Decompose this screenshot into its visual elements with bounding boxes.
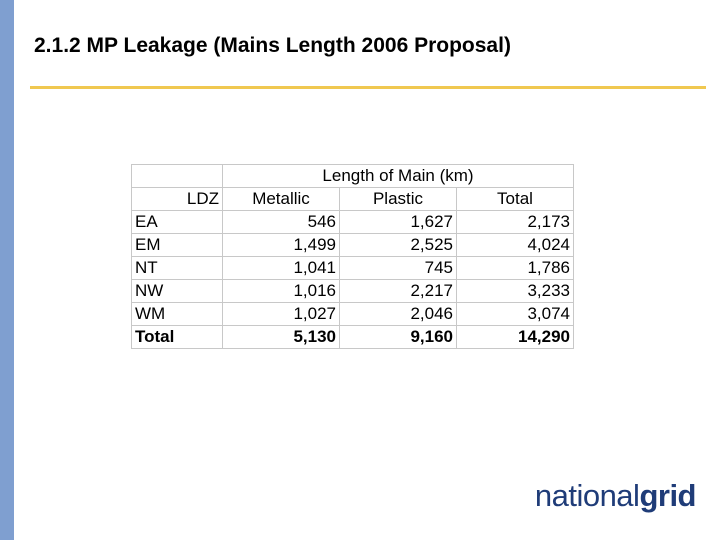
table-row: NW 1,016 2,217 3,233 (131, 279, 574, 303)
cell-total: 3,233 (456, 279, 574, 303)
cell-ldz: NT (131, 256, 223, 280)
header-empty-cell (131, 164, 223, 188)
table-subheader-row: LDZ Metallic Plastic Total (131, 187, 574, 211)
cell-metallic: 1,041 (222, 256, 340, 280)
left-accent-bar (0, 0, 14, 540)
cell-metallic: 1,016 (222, 279, 340, 303)
cell-plastic: 2,046 (339, 302, 457, 326)
table-total-row: Total 5,130 9,160 14,290 (131, 325, 574, 349)
cell-total: 3,074 (456, 302, 574, 326)
cell-total: 1,786 (456, 256, 574, 280)
mains-length-table: Length of Main (km) LDZ Metallic Plastic… (131, 164, 574, 349)
cell-metallic-total: 5,130 (222, 325, 340, 349)
cell-ldz-total: Total (131, 325, 223, 349)
cell-metallic: 1,027 (222, 302, 340, 326)
header-metallic: Metallic (222, 187, 340, 211)
header-ldz: LDZ (131, 187, 223, 211)
cell-metallic: 546 (222, 210, 340, 234)
cell-metallic: 1,499 (222, 233, 340, 257)
cell-total-total: 14,290 (456, 325, 574, 349)
group-header: Length of Main (km) (222, 164, 574, 188)
header-plastic: Plastic (339, 187, 457, 211)
table-row: NT 1,041 745 1,786 (131, 256, 574, 280)
logo-text-grid: grid (639, 478, 696, 513)
title-underline (30, 86, 706, 89)
cell-plastic: 1,627 (339, 210, 457, 234)
cell-plastic: 745 (339, 256, 457, 280)
table-row: EM 1,499 2,525 4,024 (131, 233, 574, 257)
cell-plastic-total: 9,160 (339, 325, 457, 349)
table-header-row: Length of Main (km) (131, 164, 574, 188)
cell-ldz: NW (131, 279, 223, 303)
cell-ldz: EM (131, 233, 223, 257)
header-total: Total (456, 187, 574, 211)
table-row: EA 546 1,627 2,173 (131, 210, 574, 234)
page-title: 2.1.2 MP Leakage (Mains Length 2006 Prop… (34, 34, 511, 57)
table-row: WM 1,027 2,046 3,074 (131, 302, 574, 326)
cell-total: 2,173 (456, 210, 574, 234)
cell-ldz: EA (131, 210, 223, 234)
national-grid-logo: nationalgrid (534, 478, 697, 514)
cell-total: 4,024 (456, 233, 574, 257)
cell-plastic: 2,525 (339, 233, 457, 257)
cell-plastic: 2,217 (339, 279, 457, 303)
cell-ldz: WM (131, 302, 223, 326)
logo-text-national: national (534, 478, 640, 513)
